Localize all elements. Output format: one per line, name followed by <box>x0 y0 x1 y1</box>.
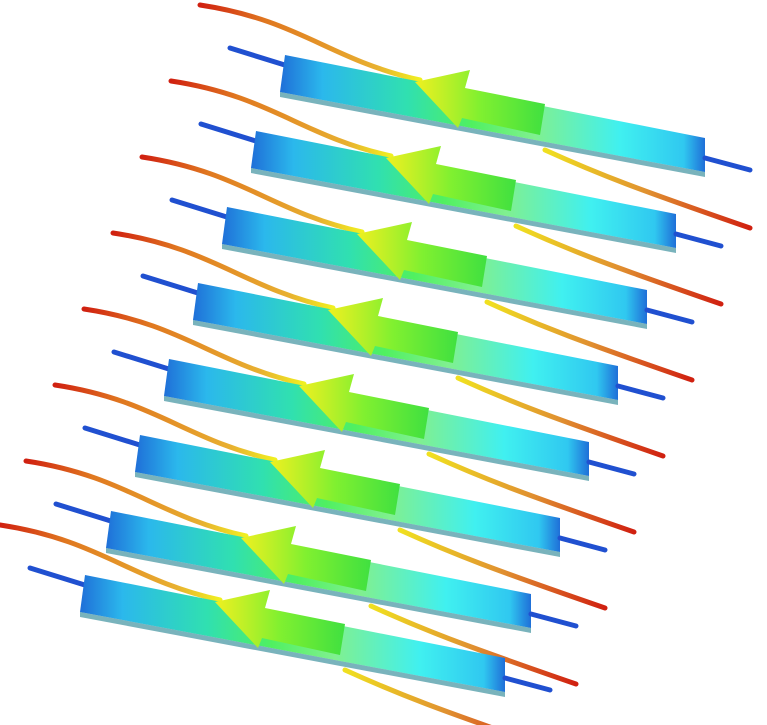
page: {} <box>0 0 767 725</box>
protein-render <box>0 0 767 725</box>
